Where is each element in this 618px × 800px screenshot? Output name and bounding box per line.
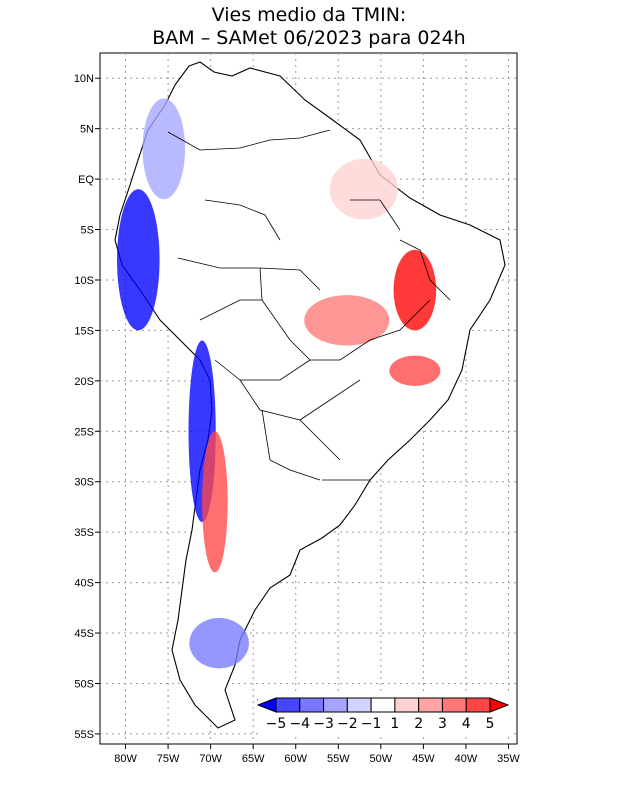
lat-tick-label: 15S <box>74 325 94 337</box>
bias-region-positive <box>329 158 398 220</box>
latitude-ticks: 10N 5N EQ 5S 10S 15S 20S 25S 30S 35S 40S 45S 50S 55S <box>74 73 100 741</box>
lat-tick-label: 50S <box>74 678 94 690</box>
lat-tick-label: 5N <box>80 124 94 136</box>
lat-tick-label: 45S <box>74 628 94 640</box>
colorbar-label: 1 <box>390 716 399 732</box>
colorbar-boxes <box>256 697 510 713</box>
bias-regions <box>117 98 441 669</box>
lon-tick-label: 55W <box>327 753 350 765</box>
bias-region-positive <box>202 431 228 573</box>
lon-tick-label: 50W <box>370 753 393 765</box>
bias-region-negative <box>117 189 160 331</box>
lon-tick-label: 65W <box>242 753 265 765</box>
country-borders <box>167 129 451 481</box>
colorbar-box <box>441 697 467 713</box>
lon-tick-label: 80W <box>114 753 137 765</box>
colorbar-box <box>323 697 348 713</box>
lat-tick-label: EQ <box>78 174 94 186</box>
map-title-line2: BAM – SAMet 06/2023 para 024h <box>152 27 465 49</box>
lon-tick-label: 70W <box>199 753 222 765</box>
lat-tick-label: 35S <box>74 527 94 539</box>
colorbar-label: −4 <box>289 716 310 732</box>
lat-tick-label: 55S <box>74 729 94 741</box>
lat-tick-label: 5S <box>81 225 94 237</box>
colorbar-box <box>346 697 372 713</box>
bias-region-positive <box>304 295 390 346</box>
lat-tick-label: 40S <box>74 578 94 590</box>
bias-region-positive <box>389 355 441 386</box>
plot-area <box>99 52 518 745</box>
lat-tick-label: 10S <box>74 275 94 287</box>
colorbar-box <box>418 697 443 713</box>
lon-tick-label: 60W <box>284 753 307 765</box>
bias-region-negative <box>142 98 186 200</box>
colorbar-label: −2 <box>337 716 358 732</box>
bias-region-positive <box>393 249 437 331</box>
lon-tick-label: 35W <box>497 753 520 765</box>
colorbar-labels: −5 −4 −3 −2 −1 1 2 3 4 5 <box>266 716 495 732</box>
colorbar-label: 3 <box>438 716 447 732</box>
lat-tick-label: 10N <box>74 73 94 85</box>
colorbar-label: −1 <box>361 716 382 732</box>
colorbar-box <box>370 697 396 713</box>
colorbar: −5 −4 −3 −2 −1 1 2 3 4 5 <box>256 694 512 736</box>
colorbar-label: −5 <box>266 716 287 732</box>
lat-tick-label: 25S <box>74 426 94 438</box>
colorbar-label: 2 <box>414 716 423 732</box>
colorbar-arrow-high <box>489 697 510 713</box>
colorbar-box <box>394 697 420 713</box>
colorbar-box <box>275 697 301 713</box>
lon-tick-label: 45W <box>412 753 435 765</box>
bias-region-negative <box>189 617 249 669</box>
colorbar-box <box>465 697 491 713</box>
lon-tick-label: 75W <box>157 753 180 765</box>
lat-tick-label: 30S <box>74 477 94 489</box>
longitude-ticks: 80W 75W 70W 65W 60W 55W 50W 45W 40W 35W <box>114 744 520 765</box>
map-title-line1: Vies medio da TMIN: <box>212 4 407 26</box>
colorbar-label: 4 <box>462 716 471 732</box>
colorbar-label: −3 <box>313 716 334 732</box>
colorbar-label: 5 <box>486 716 495 732</box>
lat-tick-label: 20S <box>74 376 94 388</box>
lon-tick-label: 40W <box>455 753 478 765</box>
colorbar-box <box>299 697 325 713</box>
